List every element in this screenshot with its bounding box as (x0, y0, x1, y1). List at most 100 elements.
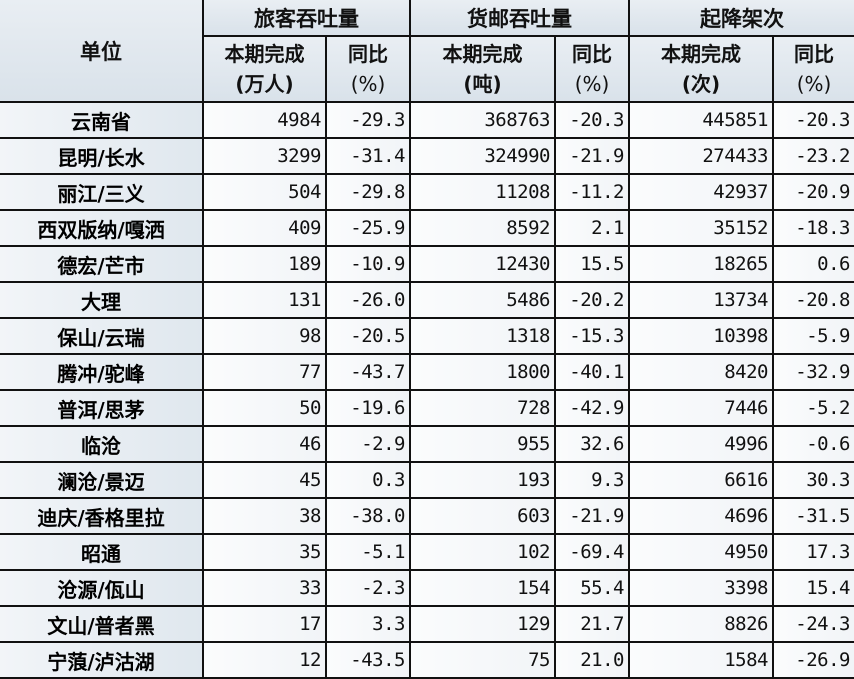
table-cell: 21.7 (554, 605, 630, 643)
table-cell: 0.6 (772, 245, 854, 283)
table-cell: 8826 (628, 605, 774, 643)
row-unit-name: 保山/云瑞 (0, 317, 204, 355)
header-sub-unit: (万人) (235, 72, 294, 96)
table-cell: 12430 (409, 245, 556, 283)
table-row: 澜沧/景迈 45 0.3 193 9.3 6616 30.3 (0, 461, 854, 499)
table-cell: 17.3 (772, 533, 854, 571)
table-cell: 3398 (628, 569, 774, 607)
table-cell: 46 (202, 425, 327, 463)
header-unit: 单位 (0, 0, 204, 103)
table-cell: 18265 (628, 245, 774, 283)
table-cell: 12 (202, 641, 327, 679)
table-cell: -0.6 (772, 425, 854, 463)
row-unit-name: 德宏/芒市 (0, 245, 204, 283)
table-cell: 193 (409, 461, 556, 499)
row-unit-name: 云南省 (0, 102, 204, 139)
header-row-groups: 单位 旅客吞吐量 货邮吞吐量 起降架次 (0, 0, 854, 103)
table-row: 德宏/芒市 189 -10.9 12430 15.5 18265 0.6 (0, 245, 854, 283)
header-group-passenger: 旅客吞吐量 (202, 0, 411, 37)
row-unit-name: 普洱/思茅 (0, 389, 204, 427)
table-cell: 9.3 (554, 461, 630, 499)
row-unit-name: 昆明/长水 (0, 137, 204, 175)
table-cell: 1800 (409, 353, 556, 391)
table-cell: 33 (202, 569, 327, 607)
table-cell: 13734 (628, 281, 774, 319)
table-cell: -2.9 (325, 425, 411, 463)
row-unit-name: 宁蒗/泸沽湖 (0, 641, 204, 679)
table-cell: 15.4 (772, 569, 854, 607)
table-row: 沧源/佤山 33 -2.3 154 55.4 3398 15.4 (0, 569, 854, 607)
table-body: 云南省 4984 -29.3 368763 -20.3 445851 -20.3 昆明/长水 3… (0, 102, 854, 679)
table-cell: 189 (202, 245, 327, 283)
table-cell: -5.2 (772, 389, 854, 427)
table-cell: -31.4 (325, 137, 411, 175)
table-cell: -24.3 (772, 605, 854, 643)
row-unit-name: 沧源/佤山 (0, 569, 204, 607)
header-sub-1: 同比 (%) (325, 35, 411, 103)
table-cell: 4984 (202, 102, 327, 139)
table-cell: -32.9 (772, 353, 854, 391)
table-cell: 32.6 (554, 425, 630, 463)
header-sub-unit: (%) (796, 72, 832, 96)
table-cell: 409 (202, 209, 327, 247)
table-cell: 0.3 (325, 461, 411, 499)
table-cell: -20.3 (554, 102, 630, 139)
header-sub-label: 同比 (348, 42, 388, 66)
table-cell: -5.1 (325, 533, 411, 571)
row-unit-name: 腾冲/驼峰 (0, 353, 204, 391)
table-cell: 4996 (628, 425, 774, 463)
table-cell: -20.8 (772, 281, 854, 319)
table-row: 临沧 46 -2.9 955 32.6 4996 -0.6 (0, 425, 854, 463)
table-cell: -31.5 (772, 497, 854, 535)
row-unit-name: 澜沧/景迈 (0, 461, 204, 499)
table-cell: 368763 (409, 102, 556, 139)
header-sub-label: 同比 (572, 42, 612, 66)
table-cell: -38.0 (325, 497, 411, 535)
table-cell: 55.4 (554, 569, 630, 607)
table-cell: 129 (409, 605, 556, 643)
table-row: 腾冲/驼峰 77 -43.7 1800 -40.1 8420 -32.9 (0, 353, 854, 391)
table-cell: 3299 (202, 137, 327, 175)
header-group-flights: 起降架次 (628, 0, 854, 37)
table-cell: -20.5 (325, 317, 411, 355)
table-cell: 102 (409, 533, 556, 571)
header-sub-label: 同比 (794, 42, 834, 66)
table-cell: 50 (202, 389, 327, 427)
table-cell: 1318 (409, 317, 556, 355)
table-cell: 603 (409, 497, 556, 535)
table-cell: 2.1 (554, 209, 630, 247)
table-cell: -69.4 (554, 533, 630, 571)
header-sub-5: 同比 (%) (772, 35, 854, 103)
table-cell: -18.3 (772, 209, 854, 247)
table-cell: 955 (409, 425, 556, 463)
table-cell: 21.0 (554, 641, 630, 679)
table-cell: -40.1 (554, 353, 630, 391)
table-cell: -10.9 (325, 245, 411, 283)
table-row: 昭通 35 -5.1 102 -69.4 4950 17.3 (0, 533, 854, 571)
header-sub-0: 本期完成 (万人) (203, 35, 327, 103)
table-row: 保山/云瑞 98 -20.5 1318 -15.3 10398 -5.9 (0, 317, 854, 355)
table-cell: 4696 (628, 497, 774, 535)
table-row: 迪庆/香格里拉 38 -38.0 603 -21.9 4696 -31.5 (0, 497, 854, 535)
table-cell: 324990 (409, 137, 556, 175)
table-cell: -26.9 (772, 641, 854, 679)
table-cell: 3.3 (325, 605, 411, 643)
row-unit-name: 昭通 (0, 533, 204, 571)
table-row: 西双版纳/嘎洒 409 -25.9 8592 2.1 35152 -18.3 (0, 209, 854, 247)
table-cell: -29.8 (325, 173, 411, 211)
table-row: 宁蒗/泸沽湖 12 -43.5 75 21.0 1584 -26.9 (0, 641, 854, 679)
table-cell: -5.9 (772, 317, 854, 355)
row-unit-name: 西双版纳/嘎洒 (0, 209, 204, 247)
row-unit-name: 临沧 (0, 425, 204, 463)
table-cell: 8592 (409, 209, 556, 247)
header-group-cargo: 货邮吞吐量 (409, 0, 630, 37)
table-cell: -42.9 (554, 389, 630, 427)
table-row: 大理 131 -26.0 5486 -20.2 13734 -20.8 (0, 281, 854, 319)
table-cell: -2.3 (325, 569, 411, 607)
table-cell: 45 (202, 461, 327, 499)
table-row: 丽江/三义 504 -29.8 11208 -11.2 42937 -20.9 (0, 173, 854, 211)
table-cell: 30.3 (772, 461, 854, 499)
row-unit-name: 文山/普者黑 (0, 605, 204, 643)
header-sub-unit: (%) (574, 72, 610, 96)
